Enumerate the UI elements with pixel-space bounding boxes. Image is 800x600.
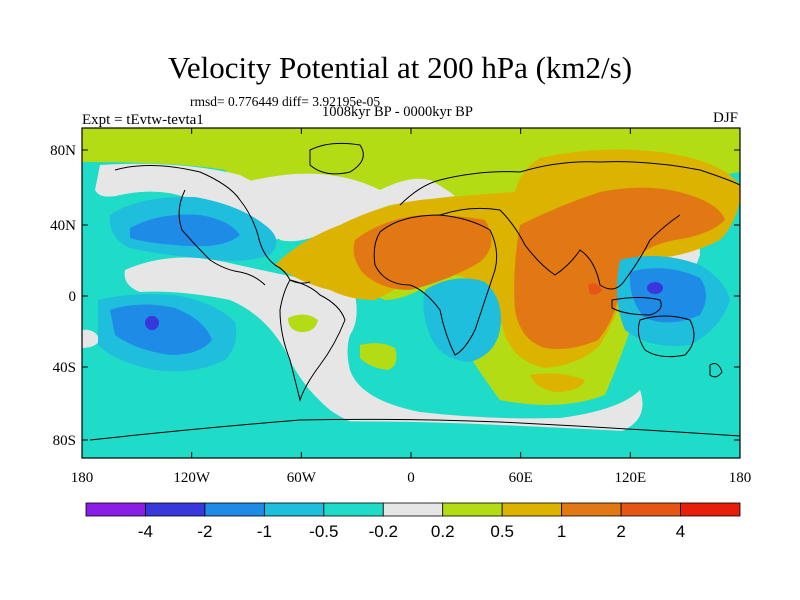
colorbar-box bbox=[382, 502, 444, 517]
contour-band-blue-maritime bbox=[629, 268, 706, 323]
colorbar-box bbox=[204, 502, 265, 517]
coastline-greenland bbox=[309, 142, 364, 175]
colorbar-box bbox=[145, 502, 206, 517]
colorbar-label: -2 bbox=[197, 522, 212, 541]
colorbar-label: -4 bbox=[138, 522, 153, 541]
season-label: DJF bbox=[712, 110, 738, 126]
colorbar-box bbox=[85, 502, 146, 517]
lat-tick-label: 80S bbox=[53, 433, 76, 449]
coastline-eurasia-south bbox=[439, 207, 681, 290]
lon-tick-label: 0 bbox=[407, 470, 415, 486]
colorbar-box bbox=[263, 502, 325, 517]
contour-band-darkblue-maritime bbox=[647, 282, 663, 294]
coastline-africa bbox=[373, 214, 498, 356]
colorbar-box bbox=[620, 502, 681, 517]
rmsd-diff-stats: rmsd= 0.776449 diff= 3.92195e-05 bbox=[190, 94, 381, 109]
lon-tick-label: 180 bbox=[71, 470, 94, 486]
colorbar-label: 4 bbox=[676, 522, 685, 541]
experiment-label: Expt = tEvtw-tevta1 bbox=[82, 112, 204, 128]
colorbar-box bbox=[323, 502, 384, 517]
coastline-west-america bbox=[178, 189, 266, 286]
lon-tick-label: 60W bbox=[287, 470, 317, 486]
contour-lightgreen-atlantic bbox=[360, 343, 397, 370]
contour-band-blue-north-pacific bbox=[130, 214, 240, 247]
contour-neutral-south-band bbox=[124, 257, 643, 439]
coastline-new-zealand bbox=[709, 363, 723, 378]
lat-tick-label: 80N bbox=[50, 143, 76, 159]
coastlines bbox=[89, 142, 740, 441]
contour-neutral-dateline bbox=[82, 329, 100, 348]
coastline-indonesia bbox=[611, 297, 662, 316]
contour-field bbox=[82, 128, 740, 458]
lon-tick-label: 60E bbox=[509, 470, 533, 486]
contour-neutral-north-atlantic bbox=[235, 173, 455, 242]
colorbar-box bbox=[442, 502, 503, 517]
longitude-axis: 180 120W 60W 0 60E 120E 180 bbox=[71, 128, 752, 486]
lat-tick-label: 0 bbox=[69, 289, 77, 305]
colorbar-label: -1 bbox=[257, 522, 272, 541]
contour-band-darkblue-south-pacific bbox=[145, 316, 159, 330]
lat-tick-label: 40S bbox=[53, 360, 76, 376]
colorbar-label: 1 bbox=[557, 522, 566, 541]
contour-band-darkorange bbox=[588, 283, 602, 295]
colorbar-label: -0.5 bbox=[309, 522, 338, 541]
colorbar-label: 2 bbox=[616, 522, 625, 541]
colorbar-box bbox=[680, 502, 741, 517]
latitude-axis: 80N 40N 0 40S 80S bbox=[50, 143, 740, 449]
colorbar-box bbox=[501, 502, 563, 517]
coastline-eurasia-north bbox=[399, 161, 740, 206]
colorbar-label: -0.2 bbox=[369, 522, 398, 541]
lon-tick-label: 120E bbox=[614, 470, 646, 486]
contour-band-lightblue-africa bbox=[423, 278, 501, 362]
contour-lightgreen-south-america bbox=[288, 314, 318, 333]
period-label: 1008kyr BP - 0000kyr BP bbox=[322, 104, 473, 120]
coastline-australia bbox=[637, 315, 695, 358]
coastline-antarctica bbox=[89, 418, 740, 441]
coastline-south-america bbox=[279, 279, 346, 402]
colorbar-label: 0.5 bbox=[490, 522, 514, 541]
lon-tick-label: 120W bbox=[173, 470, 211, 486]
contour-antarctic bbox=[82, 421, 740, 458]
contour-band-orange-africa bbox=[353, 215, 492, 290]
contour-band-blue-south-pacific bbox=[110, 304, 212, 355]
colorbar-label: 0.2 bbox=[431, 522, 455, 541]
lon-tick-label: 180 bbox=[729, 470, 752, 486]
colorbar-box bbox=[561, 502, 622, 517]
lat-tick-label: 40N bbox=[50, 218, 76, 234]
contour-band-gold-south bbox=[530, 373, 585, 392]
colorbar: -4 -2 -1 -0.5 -0.2 0.2 0.5 1 2 4 bbox=[85, 502, 741, 541]
map-title: Velocity Potential at 200 hPa (km2/s) bbox=[167, 50, 633, 85]
